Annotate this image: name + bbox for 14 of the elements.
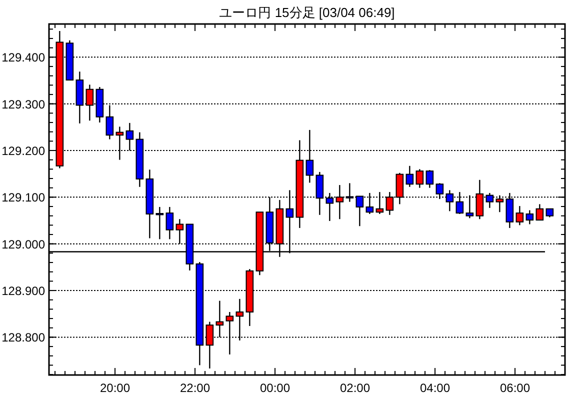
- ytick: 129.200: [2, 144, 45, 158]
- ytick: 128.800: [2, 330, 45, 345]
- ytick: 129.000: [2, 237, 45, 252]
- ytick: 129.300: [2, 97, 45, 112]
- xtick: 22:00: [180, 381, 210, 395]
- xtick: 04:00: [420, 381, 450, 395]
- ytick: 129.400: [2, 50, 45, 65]
- xtick: 02:00: [340, 381, 370, 395]
- ytick: 129.100: [2, 190, 45, 205]
- ytick: 128.900: [2, 284, 45, 298]
- xtick: 20:00: [100, 381, 130, 395]
- title: ユーロ円 15分足 [03/04 06:49]: [219, 5, 395, 20]
- xtick: 06:00: [500, 381, 530, 395]
- xtick: 00:00: [260, 381, 290, 395]
